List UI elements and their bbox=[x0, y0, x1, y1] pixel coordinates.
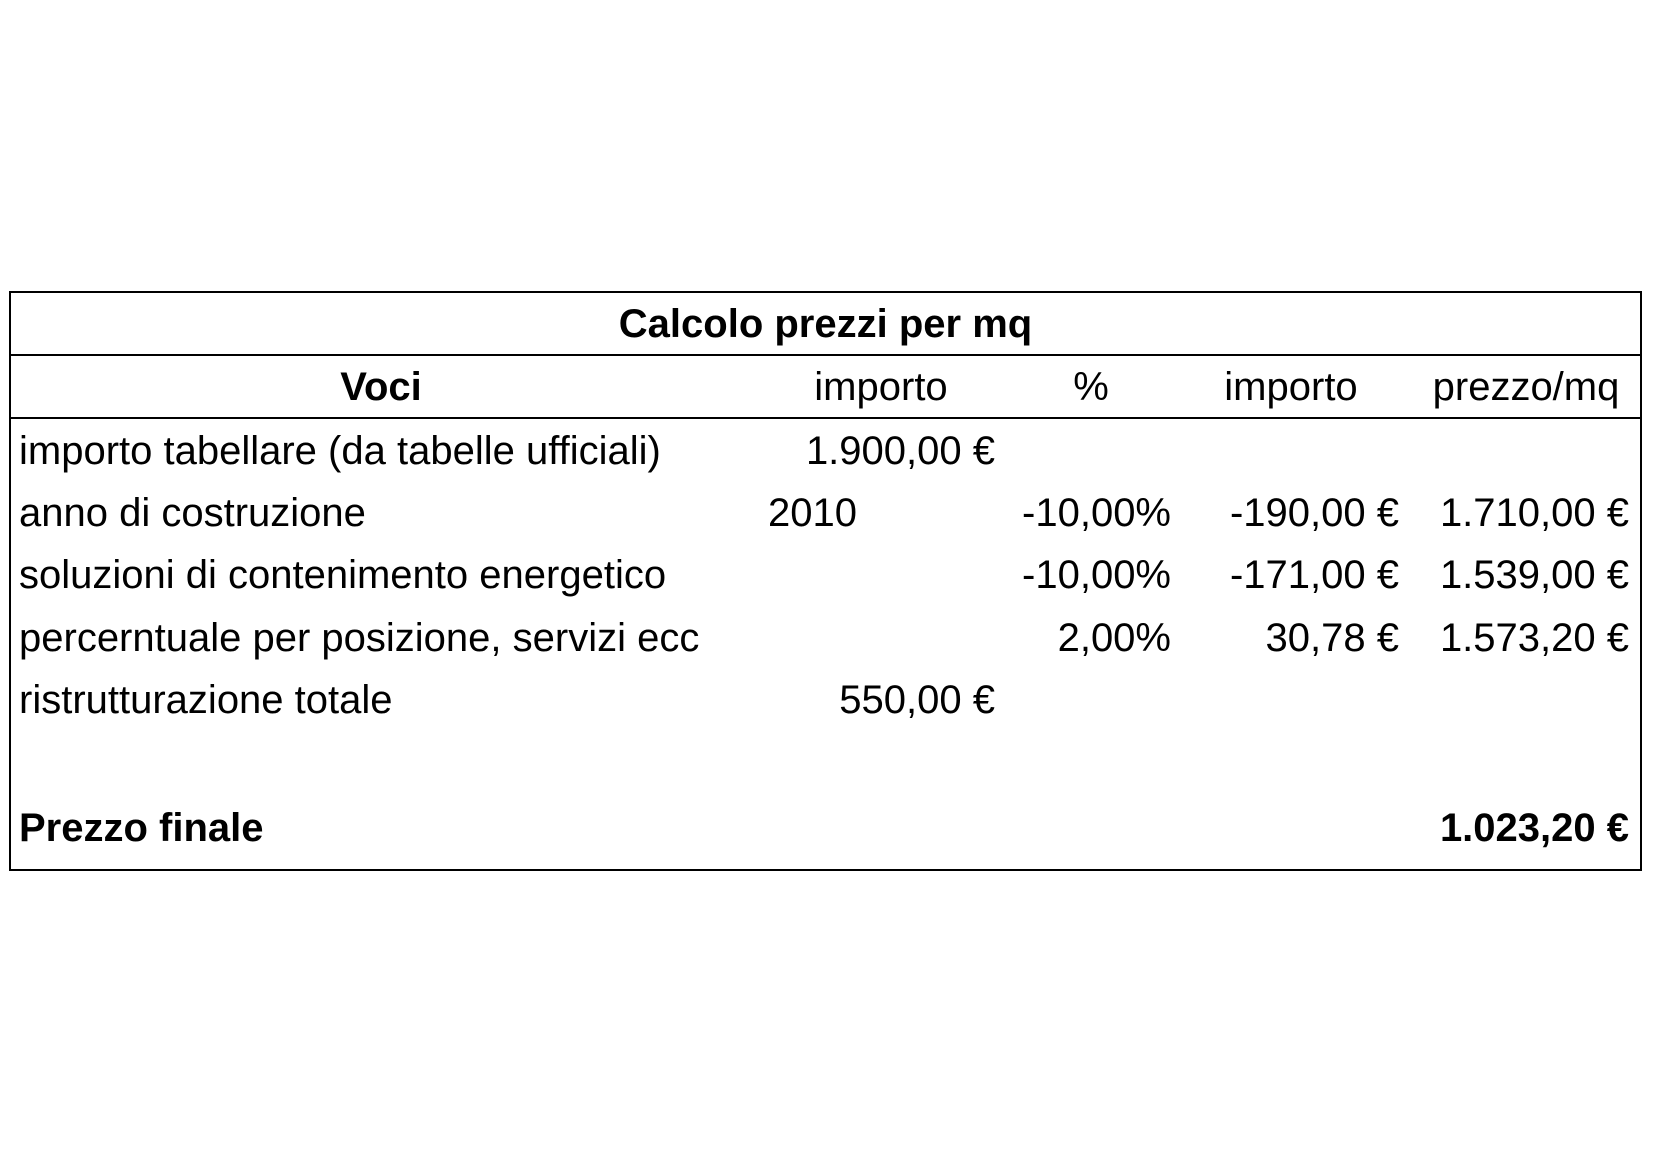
header-importo: importo bbox=[814, 365, 948, 409]
row-prezzo-mq: 1.573,20 € bbox=[1439, 616, 1629, 660]
table-title: Calcolo prezzi per mq bbox=[11, 293, 1640, 356]
row-voce: anno di costruzione bbox=[19, 491, 366, 535]
row-percent: 2,00% bbox=[1057, 616, 1171, 660]
row-importo-2: -171,00 € bbox=[1229, 553, 1399, 597]
row-importo-2: -190,00 € bbox=[1229, 491, 1399, 535]
row-voce: percerntuale per posizione, servizi ecc bbox=[19, 616, 700, 660]
row-prezzo-mq: 1.539,00 € bbox=[1439, 553, 1629, 597]
row-percent: -10,00% bbox=[1022, 491, 1171, 535]
total-value: 1.023,20 € bbox=[1439, 806, 1629, 850]
row-voce: importo tabellare (da tabelle ufficiali) bbox=[19, 429, 661, 473]
table-row: soluzioni di contenimento energetico -10… bbox=[11, 543, 1640, 607]
row-importo: 1.900,00 € bbox=[805, 429, 995, 473]
row-importo: 2010 bbox=[768, 491, 857, 535]
row-voce: soluzioni di contenimento energetico bbox=[19, 553, 667, 597]
header-prezzo-mq: prezzo/mq bbox=[1432, 365, 1620, 409]
price-calculation-table: Calcolo prezzi per mq Voci importo % imp… bbox=[9, 291, 1642, 871]
row-voce: ristrutturazione totale bbox=[19, 678, 393, 722]
row-importo: 550,00 € bbox=[839, 678, 995, 722]
header-voci: Voci bbox=[340, 365, 422, 409]
total-row: Prezzo finale 1.023,20 € bbox=[11, 796, 1640, 860]
row-percent: -10,00% bbox=[1022, 553, 1171, 597]
table-row: anno di costruzione 2010 -10,00% -190,00… bbox=[11, 481, 1640, 545]
table-row: percerntuale per posizione, servizi ecc … bbox=[11, 606, 1640, 670]
header-importo-2: importo bbox=[1224, 365, 1358, 409]
row-prezzo-mq: 1.710,00 € bbox=[1439, 491, 1629, 535]
table-header-row: Voci importo % importo prezzo/mq bbox=[11, 356, 1640, 419]
table-row: ristrutturazione totale 550,00 € bbox=[11, 668, 1640, 732]
header-percent: % bbox=[1073, 365, 1109, 409]
row-importo-2: 30,78 € bbox=[1265, 616, 1399, 660]
total-label: Prezzo finale bbox=[19, 806, 264, 850]
table-row: importo tabellare (da tabelle ufficiali)… bbox=[11, 419, 1640, 483]
